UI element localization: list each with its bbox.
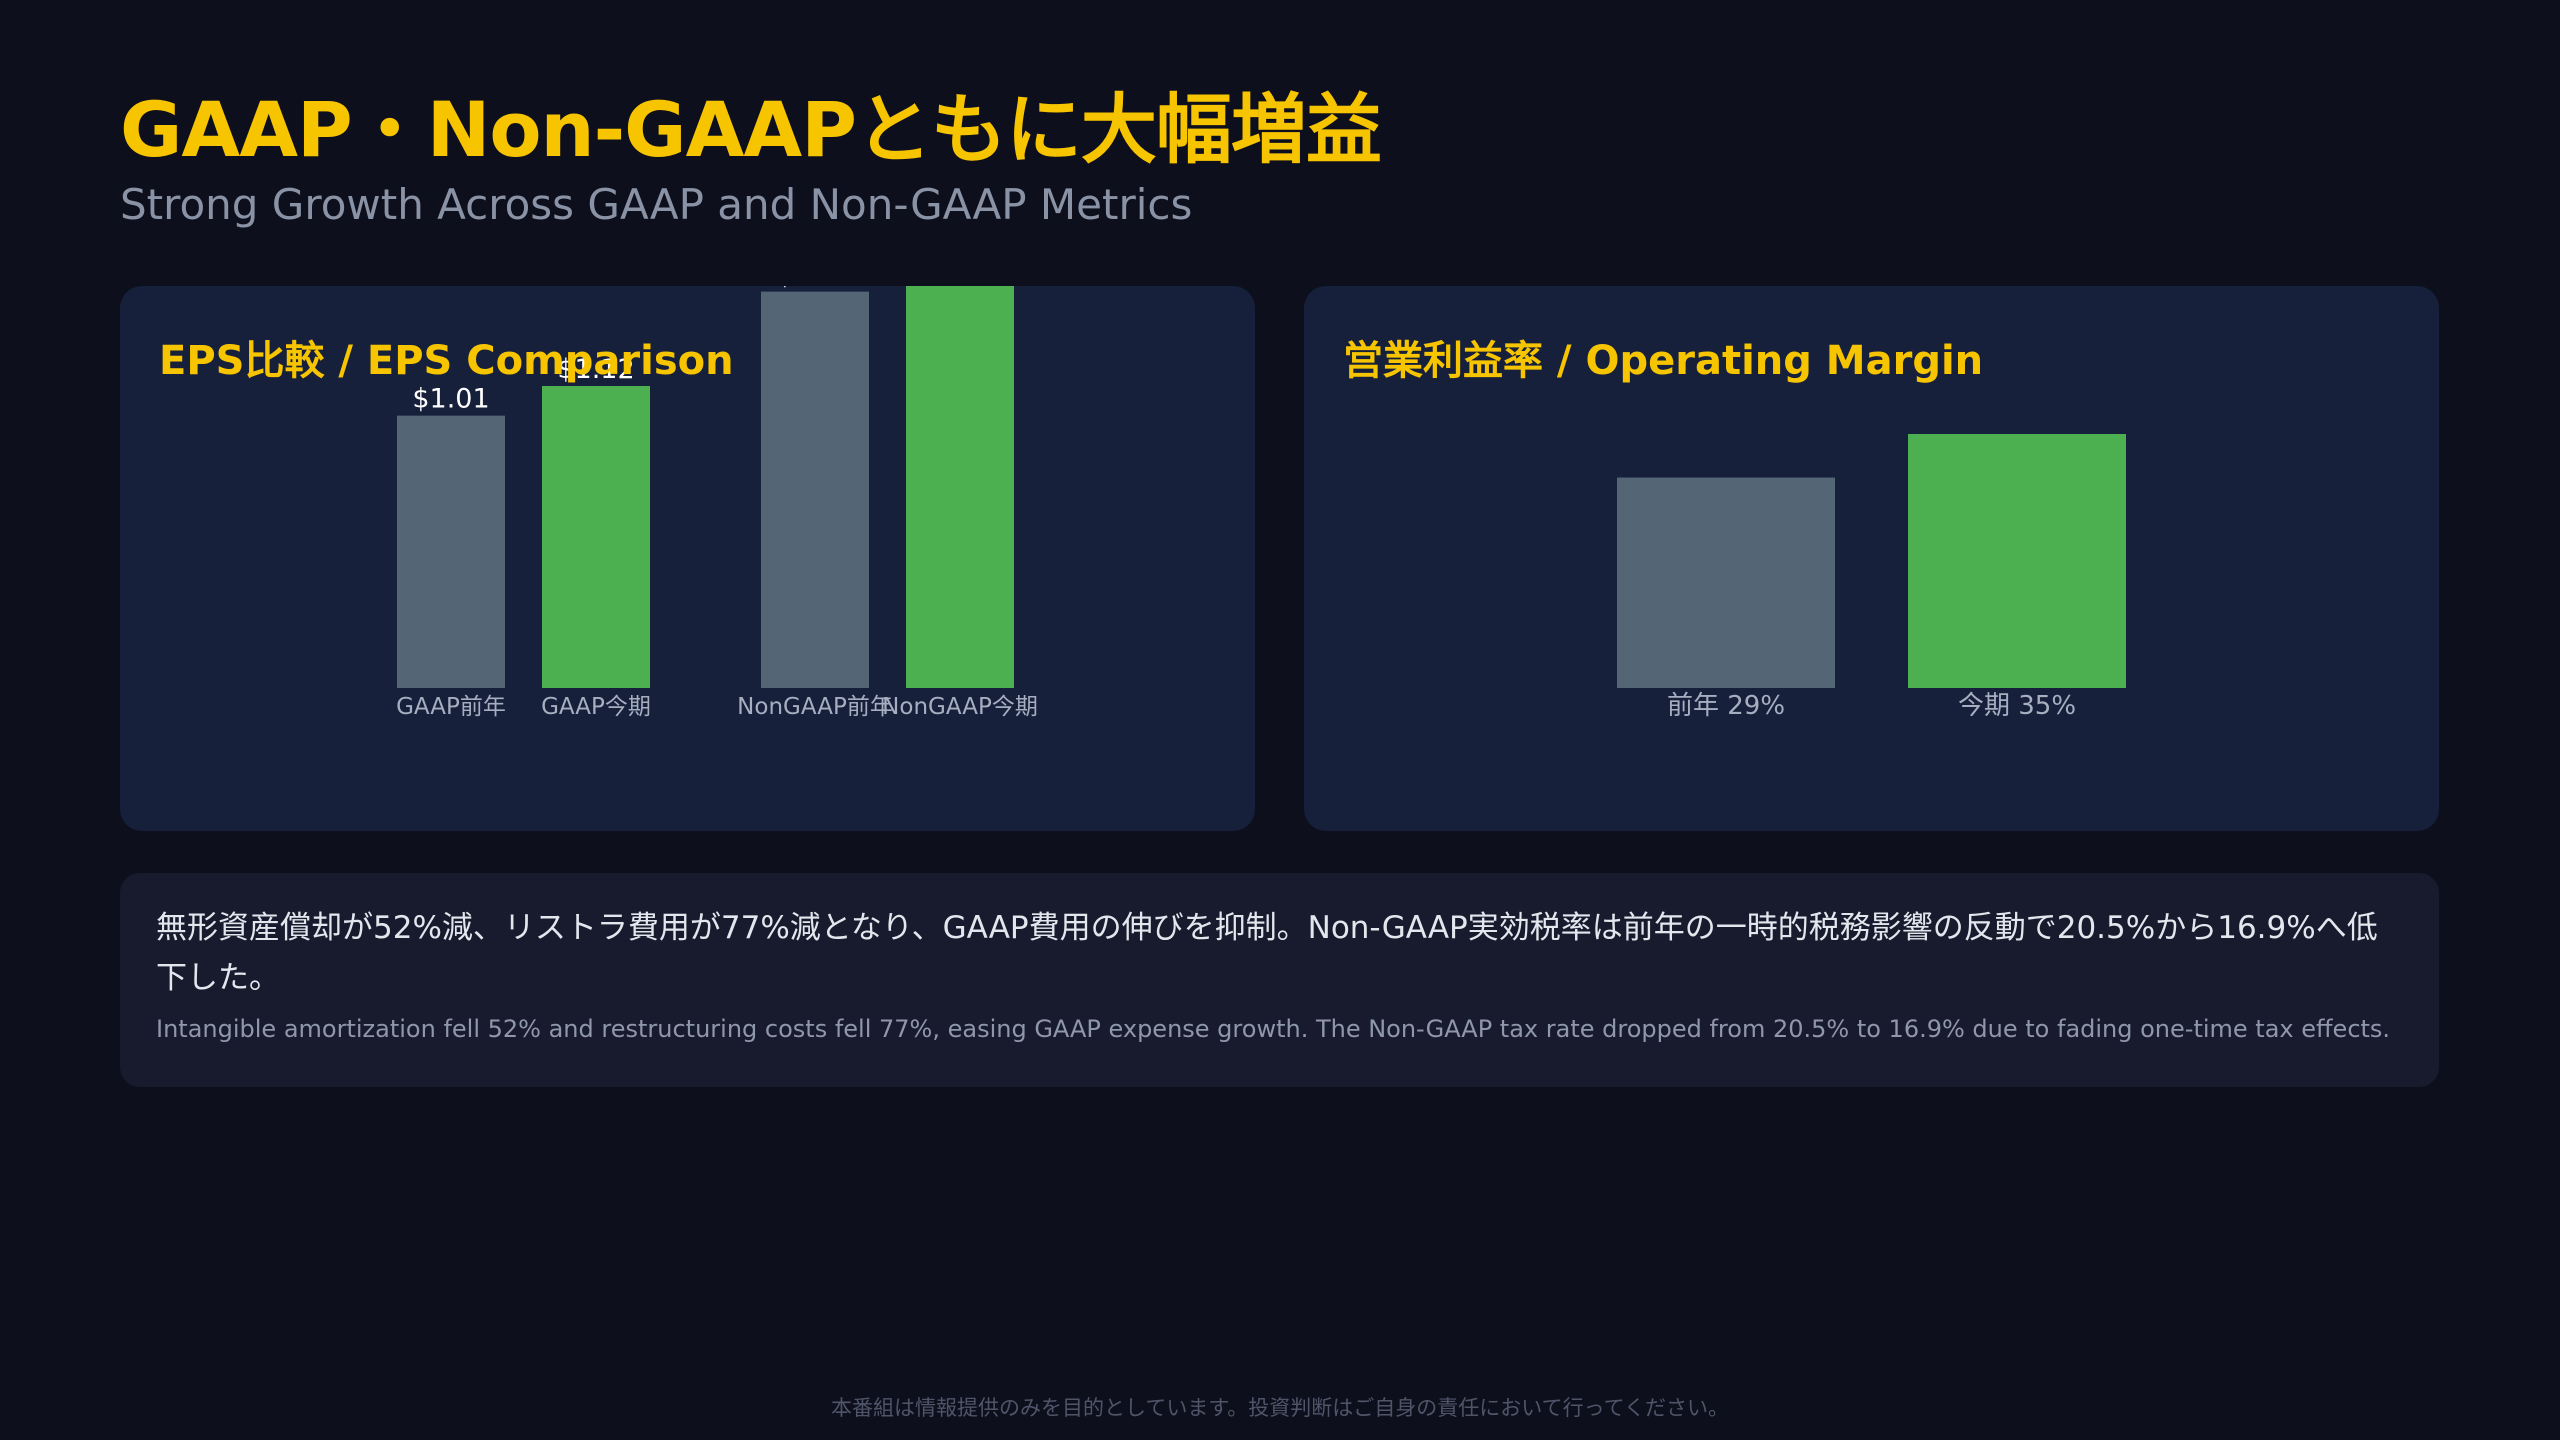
commentary-box: 無形資産償却が52%減、リストラ費用が77%減となり、GAAP費用の伸びを抑制。… (120, 873, 2439, 1087)
page-subtitle: Strong Growth Across GAAP and Non-GAAP M… (120, 180, 1193, 229)
eps-comparison-chart: GAAP前年 $1.01 GAAP今期 $1.12 NonGAAP前年 $1.47 NonG… (396, 286, 1038, 720)
commentary-japanese: 無形資産償却が52%減、リストラ費用が77%減となり、GAAP費用の伸びを抑制。… (156, 910, 2378, 996)
eps-category-label-4: NonGAAP今期 (882, 694, 1038, 720)
eps-data-label-2: $1.12 (557, 354, 634, 385)
eps-chart-title: EPS比較 / EPS Comparison (159, 338, 734, 384)
margin-bar-2 (1908, 434, 2126, 688)
eps-data-label-3: $1.47 (776, 286, 853, 291)
eps-category-label-1: GAAP前年 (396, 694, 506, 720)
eps-bar-4 (906, 286, 1014, 688)
eps-bar-1 (397, 415, 505, 688)
eps-category-label-2: GAAP今期 (541, 694, 651, 720)
eps-data-label-1: $1.01 (412, 384, 489, 415)
operating-margin-panel: 前年 29% 今期 35% 営業利益率 / Operating Margin (1304, 286, 2439, 831)
margin-chart-title: 営業利益率 / Operating Margin (1343, 338, 1984, 384)
eps-bar-3 (761, 291, 869, 688)
operating-margin-chart: 前年 29% 今期 35% (1617, 434, 2126, 721)
margin-category-label-1: 前年 29% (1667, 691, 1785, 721)
eps-category-label-3: NonGAAP前年 (737, 694, 893, 720)
disclaimer-text: 本番組は情報提供のみを目的としています。投資判断はご自身の責任において行ってくだ… (831, 1396, 1729, 1420)
page-title: GAAP・Non-GAAPともに大幅増益 (120, 85, 1382, 174)
eps-bar-2 (542, 386, 650, 688)
margin-bar-1 (1617, 477, 1835, 688)
eps-comparison-panel: GAAP前年 $1.01 GAAP今期 $1.12 NonGAAP前年 $1.47 NonG… (120, 286, 1255, 831)
commentary-english: Intangible amortization fell 52% and res… (156, 1015, 2391, 1043)
margin-category-label-2: 今期 35% (1958, 691, 2076, 721)
